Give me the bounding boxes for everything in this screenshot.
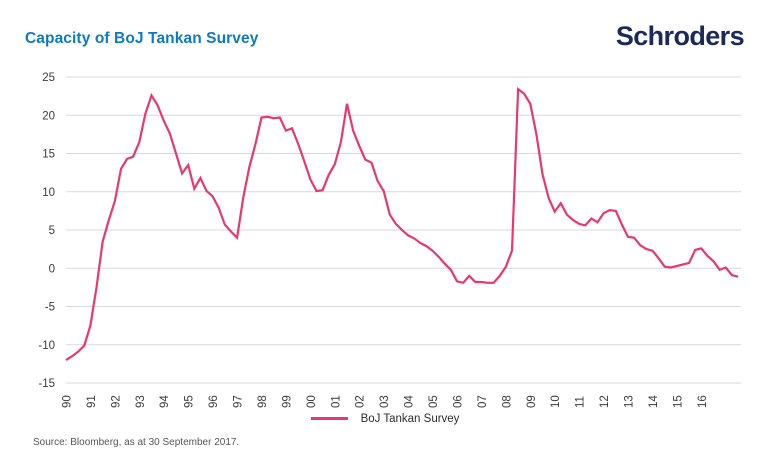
x-tick-label: 95 — [184, 395, 196, 408]
x-tick-label: 10 — [550, 395, 562, 408]
legend-line-swatch — [310, 417, 348, 420]
y-tick-label: 25 — [42, 72, 55, 84]
x-tick-label: 06 — [452, 395, 464, 408]
chart-title: Capacity of BoJ Tankan Survey — [25, 30, 259, 47]
x-tick-label: 05 — [428, 395, 440, 408]
y-tick-label: 10 — [42, 187, 55, 199]
x-tick-label: 15 — [672, 395, 684, 408]
x-tick-label: 16 — [697, 395, 709, 408]
x-tick-label: 98 — [257, 395, 269, 408]
y-tick-label: -5 — [45, 302, 55, 314]
x-tick-label: 92 — [110, 395, 122, 408]
x-tick-label: 04 — [404, 395, 416, 408]
x-tick-label: 94 — [159, 395, 171, 408]
tankan-survey-line — [65, 87, 739, 362]
x-tick-label: 03 — [379, 395, 391, 408]
y-tick-label: 20 — [42, 110, 55, 122]
x-tick-label: 97 — [233, 395, 245, 408]
x-tick-label: 08 — [501, 395, 513, 408]
x-tick-label: 11 — [575, 396, 587, 408]
x-tick-label: 14 — [648, 395, 660, 408]
x-tick-label: 99 — [281, 395, 293, 408]
legend-series-label: BoJ Tankan Survey — [360, 412, 460, 425]
y-tick-label: -15 — [38, 378, 55, 390]
y-tick-label: -10 — [38, 340, 55, 352]
source-note: Source: Bloomberg, as at 30 September 20… — [33, 437, 240, 448]
x-tick-label: 09 — [526, 395, 538, 408]
y-tick-label: 0 — [49, 263, 55, 275]
y-tick-label: 15 — [42, 149, 55, 161]
x-tick-label: 07 — [477, 395, 489, 408]
x-tick-label: 96 — [208, 395, 220, 408]
x-tick-label: 90 — [62, 395, 74, 408]
x-tick-label: 00 — [306, 395, 318, 408]
x-tick-label: 01 — [330, 395, 342, 408]
x-tick-label: 02 — [355, 395, 367, 408]
x-tick-label: 13 — [624, 395, 636, 408]
x-tick-label: 91 — [86, 395, 98, 408]
x-tick-label: 12 — [599, 395, 611, 408]
y-tick-label: 5 — [49, 225, 55, 237]
schroders-logo: Schroders — [615, 21, 745, 51]
chart-legend: BoJ Tankan Survey — [0, 411, 770, 426]
x-tick-label: 93 — [135, 395, 147, 408]
